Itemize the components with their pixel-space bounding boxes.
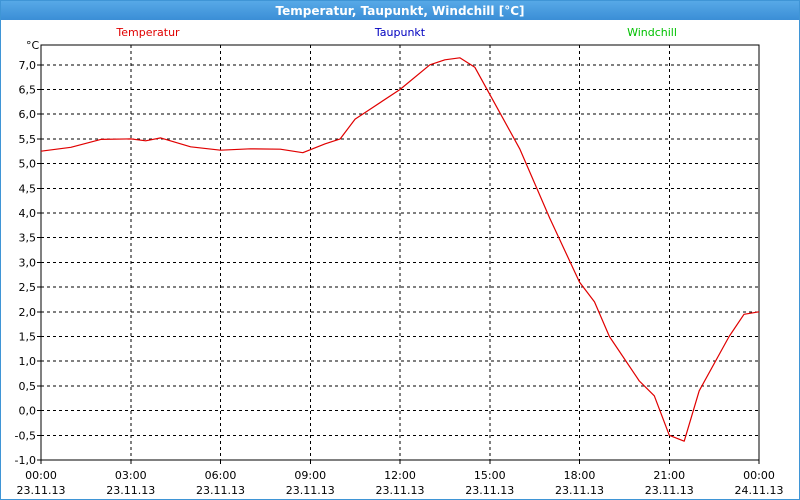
series-line-temperatur (40, 57, 760, 442)
y-tick-label: -0,5 (15, 429, 36, 442)
x-tick-time-label: 21:00 (653, 469, 685, 482)
y-tick-label: 2,5 (19, 281, 37, 294)
x-tick-date-label: 23.11.13 (465, 484, 514, 497)
y-tick-label: 3,0 (19, 256, 37, 269)
x-tick-time-label: 00:00 (743, 469, 775, 482)
y-tick-label: 1,0 (19, 355, 37, 368)
x-tick-time-label: 06:00 (205, 469, 237, 482)
x-tick-date-label: 23.11.13 (106, 484, 155, 497)
y-tick-label: 0,0 (19, 405, 37, 418)
y-tick-label: 0,5 (19, 380, 37, 393)
y-tick-label: 1,5 (19, 330, 37, 343)
x-tick-date-label: 23.11.13 (196, 484, 245, 497)
x-tick-date-label: 23.11.13 (286, 484, 335, 497)
x-tick-time-label: 09:00 (294, 469, 326, 482)
y-tick-label: 6,0 (19, 108, 37, 121)
y-tick-label: -1,0 (15, 454, 36, 467)
legend-taupunkt: Taupunkt (374, 26, 426, 39)
x-tick-date-label: 24.11.13 (735, 484, 784, 497)
y-tick-label: 4,0 (19, 207, 37, 220)
y-tick-label: 7,0 (19, 59, 37, 72)
y-tick-label: 3,5 (19, 232, 37, 245)
x-tick-date-label: 23.11.13 (17, 484, 66, 497)
x-tick-time-label: 12:00 (384, 469, 416, 482)
y-tick-label: 6,5 (19, 83, 37, 96)
legend-windchill: Windchill (627, 26, 677, 39)
x-tick-date-label: 23.11.13 (645, 484, 694, 497)
y-tick-label: 2,0 (19, 306, 37, 319)
y-tick-label: 5,0 (19, 158, 37, 171)
window-title: Temperatur, Taupunkt, Windchill [°C] (1, 1, 799, 20)
y-tick-label: 4,5 (19, 182, 37, 195)
x-tick-time-label: 00:00 (25, 469, 57, 482)
x-tick-time-label: 03:00 (115, 469, 147, 482)
x-tick-time-label: 18:00 (564, 469, 596, 482)
y-tick-label: 5,5 (19, 133, 37, 146)
legend-temperatur: Temperatur (115, 26, 180, 39)
x-tick-time-label: 15:00 (474, 469, 506, 482)
y-unit-label: °C (26, 39, 40, 52)
plot-area-border (40, 44, 760, 461)
x-tick-date-label: 23.11.13 (376, 484, 425, 497)
x-tick-date-label: 23.11.13 (555, 484, 604, 497)
